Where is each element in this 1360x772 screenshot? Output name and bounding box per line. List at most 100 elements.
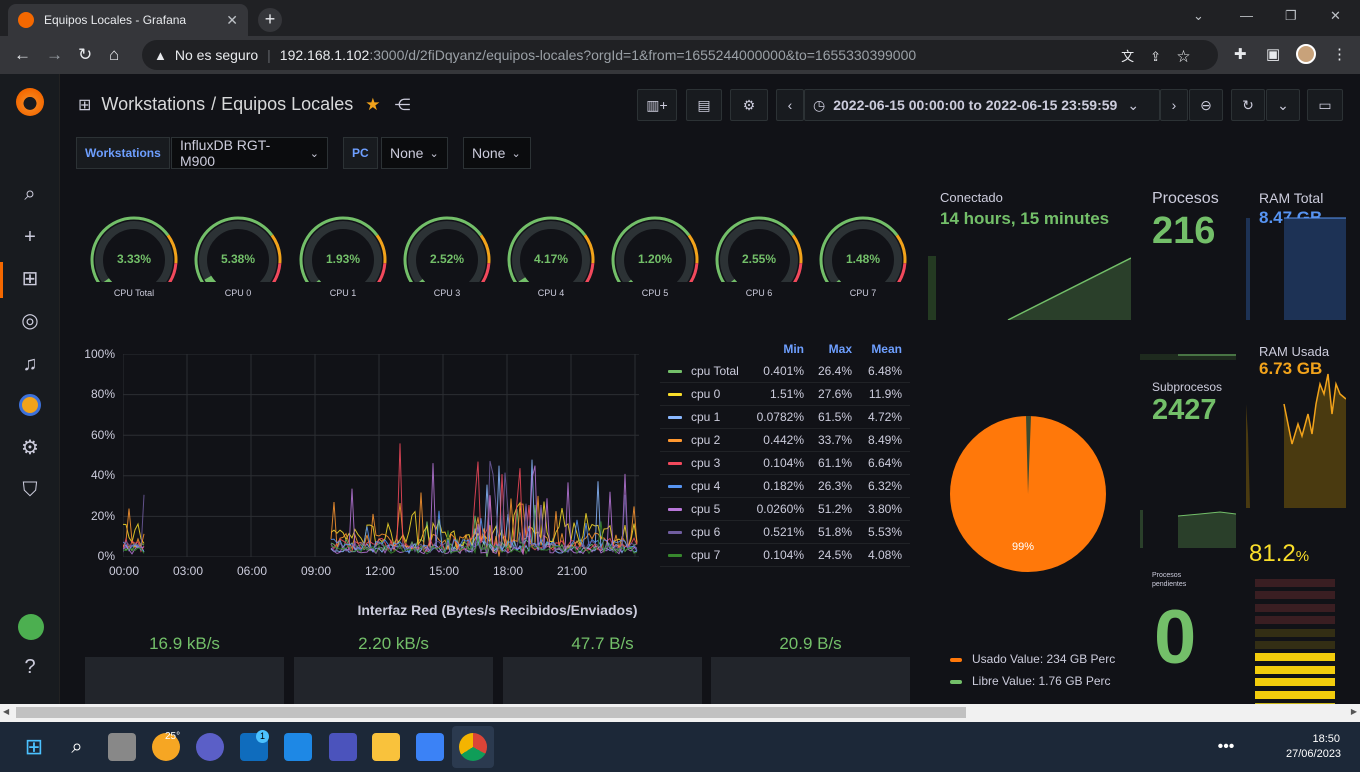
time-forward-button[interactable]: › [1160,89,1188,121]
cpu-gauge[interactable]: 2.52% CPU 3 [401,212,493,298]
close-tab-icon[interactable]: ✕ [226,11,238,28]
browser-tab[interactable]: Equipos Locales - Grafana ✕ [8,4,248,36]
menu-kebab-icon[interactable]: ⋮ [1332,46,1347,63]
scrollbar-thumb[interactable] [16,707,966,718]
variable-select-workstations[interactable]: InfluxDB RGT-M900 ⌄ [171,137,328,169]
close-window-icon[interactable]: ✕ [1330,8,1341,23]
share-icon[interactable]: ⋲ [394,96,411,114]
restore-icon[interactable]: ❐ [1285,8,1297,23]
bookmark-star-icon[interactable]: ☆ [1176,49,1206,64]
windows-start-icon[interactable]: ⊞ [24,734,44,759]
legend-name: cpu 6 [691,525,721,539]
gauge-arc [715,216,803,282]
cpu-gauge[interactable]: 1.20% CPU 5 [609,212,701,298]
translate-icon[interactable]: 文 [1121,49,1151,64]
gauge-arc [819,216,907,282]
grafana-favicon-icon [18,12,34,28]
system-clock[interactable]: 18:50 27/06/2023 [1286,732,1341,762]
minimize-icon[interactable]: — [1240,8,1253,23]
legend-header-mean[interactable]: Mean [871,342,902,356]
favorite-star-icon[interactable]: ★ [365,94,381,114]
calendar-icon[interactable] [284,733,312,761]
dashboard-title[interactable]: / Equipos Locales [211,94,354,114]
new-tab-button[interactable]: + [258,8,282,32]
shield-icon[interactable]: ⛉ [22,479,38,501]
pie-legend-row[interactable]: Libre Value: 1.76 GB Perc [950,674,1125,688]
profile-avatar[interactable] [1296,44,1316,64]
time-back-button[interactable]: ‹ [776,89,804,121]
store-icon[interactable] [416,733,444,761]
pie-slice-libre[interactable] [1026,415,1031,494]
back-arrow-icon[interactable]: ← [14,45,31,64]
overflow-dots-icon[interactable]: ••• [1217,738,1235,755]
teams-chat-icon[interactable] [196,733,224,761]
tv-mode-button[interactable]: ▭ [1307,89,1343,121]
x-tick: 15:00 [428,564,460,578]
search-icon[interactable]: ⌕ [24,183,36,205]
warning-icon[interactable]: ▲ [154,47,167,63]
file-explorer-icon[interactable] [372,733,400,761]
legend-row[interactable]: cpu 4 0.182% 26.3% 6.32% [660,475,910,498]
cpu-gauge[interactable]: 1.48% CPU 7 [817,212,909,298]
pie-legend-row[interactable]: Usado Value: 234 GB Perc [950,652,1125,666]
legend-header-max[interactable]: Max [828,342,852,356]
legend-row[interactable]: cpu 2 0.442% 33.7% 8.49% [660,429,910,452]
variable-select-3[interactable]: None ⌄ [463,137,531,169]
tab-search-icon[interactable]: ⌄ [1193,8,1204,23]
legend-row[interactable]: cpu 7 0.104% 24.5% 4.08% [660,544,910,567]
search-icon[interactable]: ⌕ [71,735,83,758]
weather-icon[interactable] [152,733,180,761]
grafana-logo-icon[interactable] [16,88,44,116]
help-icon[interactable]: ? [24,656,36,678]
horizontal-scrollbar[interactable]: ◀ ▶ [0,704,1360,722]
cpu-gauge[interactable]: 4.17% CPU 4 [505,212,597,298]
legend-header-min[interactable]: Min [783,342,804,356]
alerting-bell-icon[interactable]: ♫ [22,353,38,375]
legend-row[interactable]: cpu 3 0.104% 61.1% 6.64% [660,452,910,475]
scroll-left-icon[interactable]: ◀ [3,707,10,716]
legend-row[interactable]: cpu 0 1.51% 27.6% 11.9% [660,383,910,406]
legend-row[interactable]: cpu Total 0.401% 26.4% 6.48% [660,360,910,383]
home-icon[interactable]: ⌂ [109,45,120,64]
legend-name: cpu 0 [691,387,721,401]
explore-compass-icon[interactable]: ◎ [21,310,39,332]
cpu-usage-chart[interactable] [123,354,639,557]
extensions-icon[interactable]: ✚ [1234,46,1247,63]
address-bar[interactable]: ▲ No es seguro | 192.168.1.102 :3000/d/2… [142,40,1218,70]
settings-gear-icon[interactable]: ⚙ [21,437,39,459]
cpu-gauge[interactable]: 5.38% CPU 0 [192,212,284,298]
variable-select-pc[interactable]: None ⌄ [381,137,448,169]
cpu-gauge[interactable]: 2.55% CPU 6 [713,212,805,298]
legend-row[interactable]: cpu 5 0.0260% 51.2% 3.80% [660,498,910,521]
legend-min: 0.182% [763,479,804,493]
side-panel-icon[interactable]: ▣ [1266,46,1281,63]
task-view-icon[interactable] [108,733,136,761]
legend-row[interactable]: cpu 6 0.521% 51.8% 5.53% [660,521,910,544]
omnibox-actions[interactable]: 文⇪☆ [1121,46,1206,65]
globe-icon[interactable] [18,394,42,418]
zoom-out-button[interactable]: ⊖ [1189,89,1223,121]
refresh-button[interactable]: ↻ [1231,89,1265,121]
settings-button[interactable]: ⚙ [730,89,768,121]
plus-icon[interactable]: + [24,226,36,248]
cpu-gauge[interactable]: 3.33% CPU Total [88,212,180,298]
dashboard-folder[interactable]: Workstations [101,94,206,114]
x-tick: 18:00 [492,564,524,578]
share-icon[interactable]: ⇪ [1150,49,1177,64]
save-button[interactable]: ▤ [686,89,722,121]
reload-icon[interactable]: ↻ [78,45,93,64]
dashboards-icon[interactable]: ⊞ [21,268,39,290]
spark-line [1177,511,1236,517]
refresh-interval-dropdown[interactable]: ⌄ [1266,89,1300,121]
legend-row[interactable]: cpu 1 0.0782% 61.5% 4.72% [660,406,910,429]
disk-pie-chart[interactable] [948,414,1108,574]
chrome-icon[interactable] [459,733,487,761]
teams-icon[interactable] [329,733,357,761]
time-picker-button[interactable]: ◷ 2022-06-15 00:00:00 to 2022-06-15 23:5… [804,89,1160,121]
user-avatar-icon[interactable] [18,614,44,640]
x-tick: 12:00 [364,564,396,578]
scroll-right-icon[interactable]: ▶ [1350,707,1357,716]
add-panel-button[interactable]: ▥+ [637,89,677,121]
cpu-gauge[interactable]: 1.93% CPU 1 [297,212,389,298]
forward-arrow-icon[interactable]: → [46,45,63,64]
